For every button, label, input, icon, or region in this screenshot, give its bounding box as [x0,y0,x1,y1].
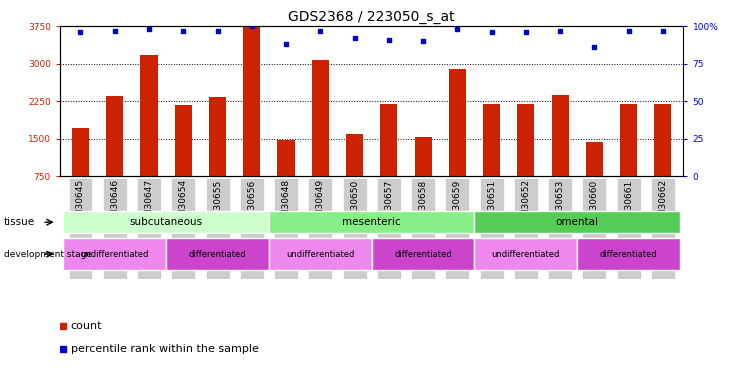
Text: GSM30657: GSM30657 [385,179,393,229]
Text: GSM30659: GSM30659 [453,179,462,229]
Title: GDS2368 / 223050_s_at: GDS2368 / 223050_s_at [289,10,455,24]
Text: undifferentiated: undifferentiated [80,250,149,259]
Text: undifferentiated: undifferentiated [492,250,560,259]
Bar [586,142,603,176]
Bar [620,104,637,176]
Text: GSM30647: GSM30647 [145,179,154,228]
FancyBboxPatch shape [514,178,538,279]
Text: GSM30646: GSM30646 [110,179,119,228]
Bar [140,55,158,176]
Bar [243,27,260,176]
Bar [518,104,534,176]
FancyBboxPatch shape [137,178,161,279]
Text: GSM30662: GSM30662 [659,179,667,228]
FancyBboxPatch shape [371,238,474,270]
FancyBboxPatch shape [308,178,333,279]
Text: percentile rank within the sample: percentile rank within the sample [71,344,259,354]
Bar [209,97,226,176]
FancyBboxPatch shape [166,238,269,270]
Bar [449,69,466,176]
FancyBboxPatch shape [274,178,298,279]
Bar [311,60,329,176]
Bar [175,105,192,176]
Text: GSM30653: GSM30653 [556,179,564,229]
Text: tissue: tissue [4,217,35,227]
FancyBboxPatch shape [617,178,640,279]
Bar [346,134,363,176]
Text: differentiated: differentiated [600,250,657,259]
Text: omental: omental [556,217,599,227]
FancyBboxPatch shape [474,211,680,233]
FancyBboxPatch shape [69,178,93,279]
Bar [552,95,569,176]
Text: undifferentiated: undifferentiated [286,250,355,259]
Text: GSM30656: GSM30656 [247,179,257,229]
FancyBboxPatch shape [64,211,269,233]
Text: differentiated: differentiated [394,250,452,259]
FancyBboxPatch shape [445,178,469,279]
Bar [72,128,89,176]
Text: GSM30660: GSM30660 [590,179,599,229]
FancyBboxPatch shape [269,211,474,233]
FancyBboxPatch shape [377,178,401,279]
Bar [380,104,398,176]
Text: differentiated: differentiated [189,250,246,259]
FancyBboxPatch shape [474,238,577,270]
Text: count: count [71,321,102,331]
Bar [414,137,432,176]
FancyBboxPatch shape [171,178,195,279]
Text: GSM30649: GSM30649 [316,179,325,228]
Text: GSM30651: GSM30651 [487,179,496,229]
FancyBboxPatch shape [343,178,366,279]
Bar [106,96,124,176]
Text: GSM30650: GSM30650 [350,179,359,229]
FancyBboxPatch shape [269,238,371,270]
FancyBboxPatch shape [411,178,435,279]
Text: GSM30661: GSM30661 [624,179,633,229]
FancyBboxPatch shape [480,178,504,279]
Text: GSM30645: GSM30645 [76,179,85,228]
Text: subcutaneous: subcutaneous [129,217,202,227]
FancyBboxPatch shape [103,178,126,279]
Text: GSM30652: GSM30652 [521,179,531,228]
Text: GSM30654: GSM30654 [179,179,188,228]
Text: mesenteric: mesenteric [342,217,401,227]
Text: GSM30655: GSM30655 [213,179,222,229]
FancyBboxPatch shape [583,178,607,279]
FancyBboxPatch shape [64,238,166,270]
FancyBboxPatch shape [651,178,675,279]
FancyBboxPatch shape [577,238,680,270]
Text: GSM30658: GSM30658 [419,179,428,229]
FancyBboxPatch shape [205,178,230,279]
Text: development stage: development stage [4,250,91,259]
Bar [483,104,500,176]
Text: GSM30648: GSM30648 [281,179,290,228]
FancyBboxPatch shape [548,178,572,279]
Bar [278,140,295,176]
Bar [654,104,672,176]
FancyBboxPatch shape [240,178,264,279]
